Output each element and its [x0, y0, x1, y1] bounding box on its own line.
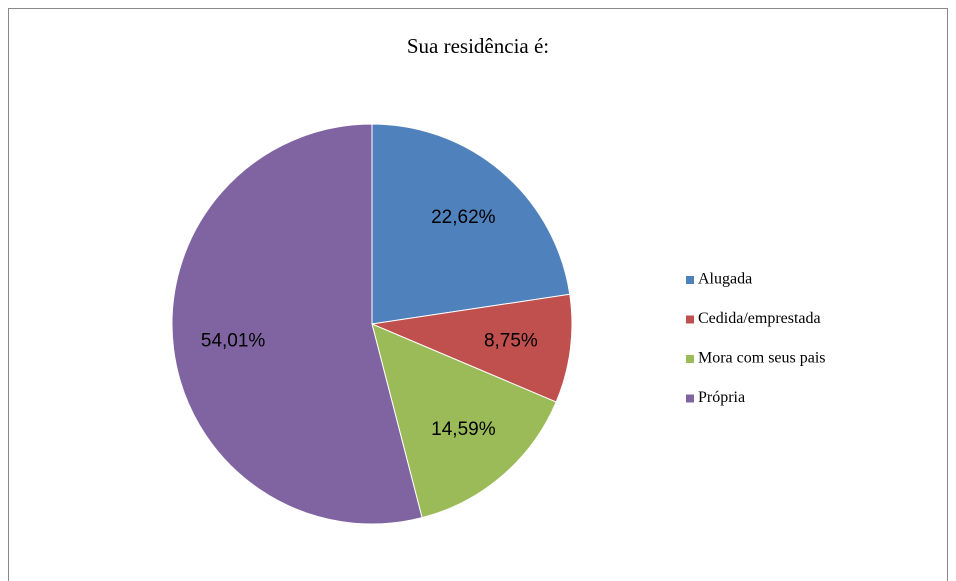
chart-title: Sua residência é: [407, 34, 549, 58]
legend-swatch [686, 394, 694, 403]
data-label: 22,62% [431, 207, 496, 228]
data-label: 8,75% [484, 331, 538, 352]
pie-slice [171, 123, 423, 525]
legend-label: Alugada [698, 271, 752, 288]
legend-label: Mora com seus pais [698, 350, 826, 367]
legend-swatch [686, 276, 694, 284]
pie-slice [371, 323, 557, 519]
legend-swatch [686, 355, 694, 363]
pie-slice [371, 123, 571, 325]
pie-slice [370, 293, 573, 403]
legend-label: Própria [698, 389, 745, 406]
data-label: 54,01% [201, 331, 266, 352]
data-label: 14,59% [431, 419, 496, 440]
legend-label: Cedida/emprestada [698, 310, 821, 327]
legend-swatch [686, 315, 694, 324]
